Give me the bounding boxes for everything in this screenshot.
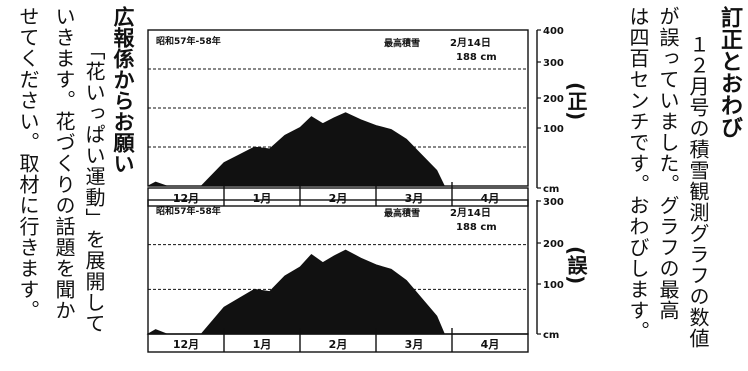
month-tick-label: 2月: [329, 338, 348, 351]
chart-period: 昭和57年-58年: [156, 205, 221, 217]
snow-depth-area: [147, 112, 446, 187]
y-tick-label: 100: [543, 280, 564, 291]
pr-line-1: 「花いっぱい運動」を展開して: [82, 40, 106, 334]
y-tick-label: cm: [543, 184, 559, 195]
month-tick-label: 12月: [173, 192, 199, 205]
chart-period: 昭和57年-58年: [156, 35, 221, 47]
chart-wrong-tag: (誤): [564, 246, 588, 285]
pr-title: 広報係からお願い: [111, 6, 135, 174]
correction-line-2: が誤っていました。グラフの最高: [656, 6, 680, 321]
chart-max-value: 188 cm: [456, 222, 497, 233]
chart-max-value: 188 cm: [456, 52, 497, 63]
month-tick-label: 1月: [253, 192, 272, 205]
y-tick-label: cm: [543, 330, 559, 341]
snow-depth-area: [146, 249, 446, 335]
correction-title: 訂正とおわび: [717, 6, 742, 138]
month-tick-label: 12月: [173, 338, 199, 351]
chart-correct-tag: (正): [564, 82, 588, 121]
month-tick-label: 1月: [253, 338, 272, 351]
y-tick-label: 300: [543, 58, 564, 69]
month-strip: [147, 333, 529, 353]
y-tick-label: 100: [543, 124, 564, 135]
pr-line-2: いきます。花づくりの話題を聞か: [52, 6, 76, 321]
chart-max-date: 2月14日: [450, 207, 491, 219]
y-tick-label: 400: [543, 26, 564, 37]
month-tick-label: 3月: [405, 338, 424, 351]
month-tick-label: 2月: [329, 192, 348, 205]
month-tick-label: 4月: [481, 192, 500, 205]
month-strip: [147, 187, 529, 207]
y-tick-label: 300: [543, 197, 564, 208]
pr-line-3: せてください。取材に行きます。: [16, 6, 40, 321]
chart-max-date: 2月14日: [450, 37, 491, 49]
correction-line-1: １２月号の積雪観測グラフの数値: [686, 34, 710, 349]
month-tick-label: 3月: [405, 192, 424, 205]
month-tick-label: 4月: [481, 338, 500, 351]
y-tick-label: 200: [543, 94, 564, 105]
correction-line-3: は四百センチです。おわびします。: [626, 6, 650, 342]
chart-max-label: 最高積雪: [384, 207, 420, 219]
y-tick-label: 200: [543, 239, 564, 250]
chart-max-label: 最高積雪: [384, 37, 420, 49]
